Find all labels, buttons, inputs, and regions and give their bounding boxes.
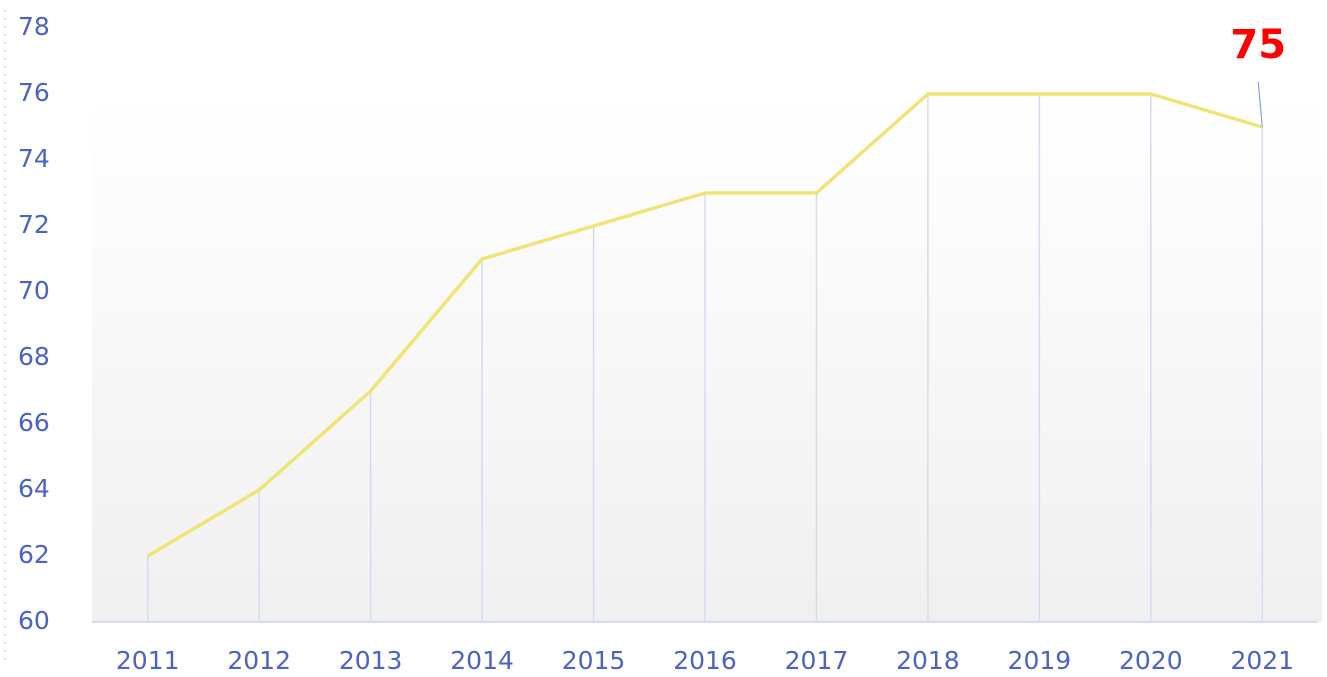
x-tick-label: 2011	[116, 646, 180, 675]
y-tick-label: 74	[18, 144, 50, 173]
y-tick-label: 78	[18, 12, 50, 41]
x-tick-label: 2020	[1119, 646, 1183, 675]
line-series	[146, 92, 1263, 558]
y-tick-label: 76	[18, 78, 50, 107]
y-tick-label: 66	[18, 408, 50, 437]
label-leader	[1257, 81, 1263, 128]
x-tick-label: 2021	[1230, 646, 1294, 675]
x-tick-label: 2016	[673, 646, 737, 675]
x-tick-label: 2013	[339, 646, 403, 675]
plot-background	[92, 95, 1322, 622]
y-tick-label: 72	[18, 210, 50, 239]
y-tick-label: 62	[18, 540, 50, 569]
x-tick-label: 2017	[785, 646, 849, 675]
x-tick-label: 2014	[450, 646, 514, 675]
y-tick-label: 68	[18, 342, 50, 371]
x-tick-label: 2012	[227, 646, 291, 675]
data-label: 75	[1230, 22, 1286, 68]
plot: 60 62 64 66 68 70 72 74 76 78 2011 2012 2013 2014 2015…	[18, 12, 1318, 675]
y-tick-label: 64	[18, 474, 50, 503]
x-tick-label: 2019	[1008, 646, 1072, 675]
x-tick-label: 2015	[562, 646, 626, 675]
y-tick-label: 60	[18, 606, 50, 635]
y-tick-label: 70	[18, 276, 50, 305]
x-tick-label: 2018	[896, 646, 960, 675]
